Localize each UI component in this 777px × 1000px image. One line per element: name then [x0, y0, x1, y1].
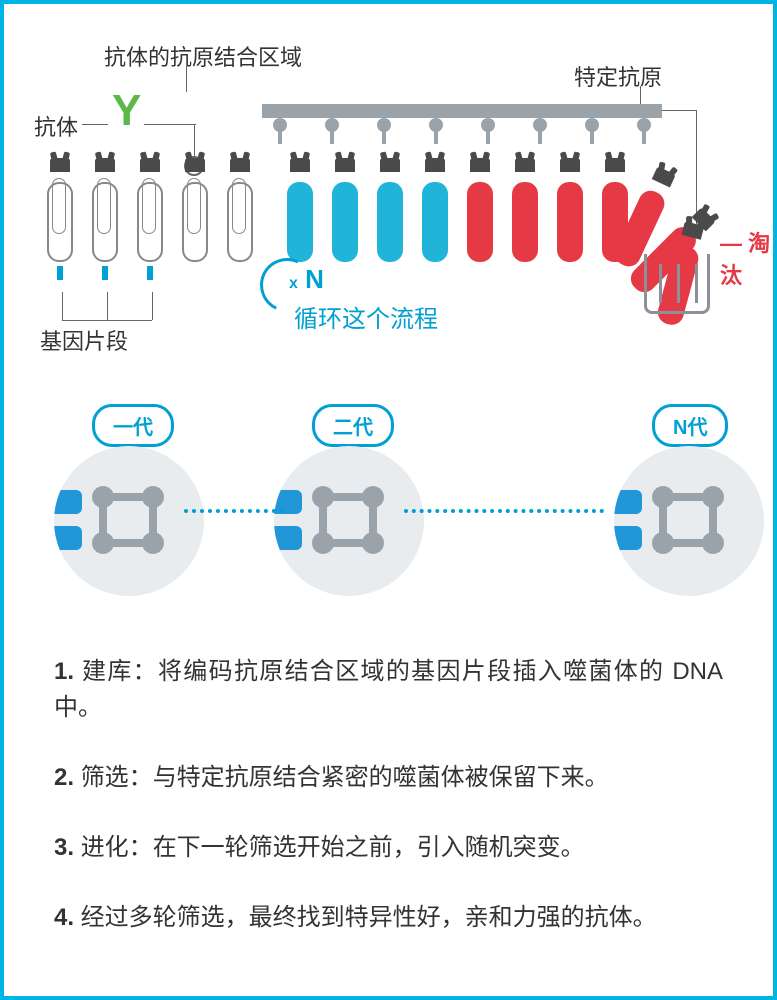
rail-stem [278, 130, 282, 144]
main-frame: 抗体的抗原结合区域 抗体 特定抗原 基因片段 Y — 淘汰 x N 循环这个流程… [0, 0, 777, 1000]
label-specific-antigen: 特定抗原 [574, 60, 662, 92]
step-item: 1. 建库：将编码抗原结合区域的基因片段插入噬菌体的 DNA中。 [54, 654, 723, 726]
cycle-n-label: x N [289, 264, 324, 295]
leader-line [107, 292, 108, 320]
leader-line [152, 292, 153, 320]
phage-icon [374, 152, 406, 262]
phage-icon [89, 152, 121, 262]
generation-molecule-icon [614, 446, 764, 596]
cycle-text: 循环这个流程 [294, 299, 438, 334]
leader-line [62, 292, 63, 320]
phage-icon [134, 152, 166, 262]
step-item: 2. 筛选：与特定抗原结合紧密的噬菌体被保留下来。 [54, 760, 723, 796]
leader-line [144, 124, 196, 125]
leader-line [186, 66, 187, 92]
label-antigen-binding: 抗体的抗原结合区域 [104, 40, 302, 72]
rail-stem [642, 130, 646, 144]
leader-line [62, 320, 152, 321]
generation-molecule-icon [274, 446, 424, 596]
rail-stem [538, 130, 542, 144]
leader-line [82, 124, 108, 125]
step-item: 3. 进化：在下一轮筛选开始之前，引入随机突变。 [54, 830, 723, 866]
label-antibody: 抗体 [34, 110, 78, 142]
steps-list: 1. 建库：将编码抗原结合区域的基因片段插入噬菌体的 DNA中。 2. 筛选：与特… [54, 654, 723, 970]
generation-pill: 一代 [92, 404, 174, 447]
antibody-y-icon: Y [112, 86, 141, 136]
rail-stem [382, 130, 386, 144]
phage-icon [224, 152, 256, 262]
phage-icon [509, 152, 541, 262]
label-eliminate: — 淘汰 [720, 226, 773, 290]
phage-icon [329, 152, 361, 262]
phage-icon [44, 152, 76, 262]
generation-molecule-icon [54, 446, 204, 596]
gen-dots [184, 509, 284, 513]
trash-bin-icon [644, 244, 712, 314]
label-gene-fragment: 基因片段 [40, 324, 128, 356]
generation-pill: 二代 [312, 404, 394, 447]
rail-stem [434, 130, 438, 144]
gen-dots [404, 509, 604, 513]
phage-icon [284, 152, 316, 262]
generation-pill: N代 [652, 404, 728, 447]
step-item: 4. 经过多轮筛选，最终找到特异性好，亲和力强的抗体。 [54, 900, 723, 936]
rail-stem [486, 130, 490, 144]
phage-icon [179, 152, 211, 262]
selection-rail [262, 104, 662, 118]
rail-stem [590, 130, 594, 144]
phage-icon [554, 152, 586, 262]
phage-icon [419, 152, 451, 262]
generations-row: 一代 二代 N代 [24, 404, 753, 604]
phage-icon [464, 152, 496, 262]
rail-stem [330, 130, 334, 144]
